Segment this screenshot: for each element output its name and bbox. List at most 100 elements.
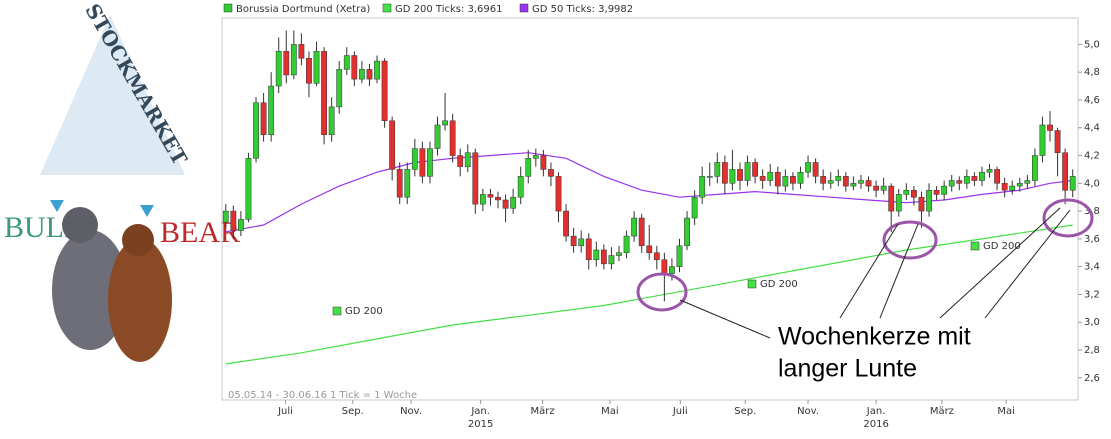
candle-body [381, 60, 388, 122]
candle-body [1016, 183, 1023, 187]
year-label: 2016 [863, 419, 888, 430]
candle-body [532, 155, 539, 159]
candle-body [956, 180, 963, 184]
highlight-circle [636, 272, 688, 312]
candle-body [563, 210, 569, 237]
logo-bull-head [62, 207, 98, 243]
candle-body [555, 176, 562, 212]
candle-body [827, 180, 834, 184]
candle-body [948, 180, 955, 187]
candle-body [842, 176, 849, 187]
y-tick-label: 4,6 [1084, 95, 1100, 106]
candle-body [222, 210, 229, 223]
logo-arrow [50, 200, 64, 212]
candle-body [464, 152, 471, 167]
logo-bear-body [108, 238, 172, 362]
candle-body [404, 169, 411, 198]
candle-body [971, 176, 978, 181]
candle-body [669, 266, 675, 274]
candle-body [880, 185, 887, 191]
candle-body [1039, 124, 1046, 156]
logo-bear-head [122, 224, 154, 256]
pointer-line [879, 223, 919, 319]
candle-body [926, 189, 932, 212]
x-tick-label: Juli [277, 406, 293, 417]
pointer-line [984, 209, 1071, 319]
candle-body [759, 176, 766, 181]
legend-swatch [223, 3, 233, 13]
candle-body [260, 102, 267, 135]
candle-body [646, 245, 653, 254]
highlight-circle [1042, 198, 1094, 238]
candle-body [298, 44, 305, 59]
candle-body [419, 148, 426, 177]
moving-average-line [225, 224, 1073, 365]
candle-body [434, 124, 441, 149]
y-tick-label: 2,8 [1084, 345, 1100, 356]
candle-body [336, 69, 343, 108]
candle-body [275, 51, 282, 87]
candle-body [358, 69, 365, 80]
candle-body [1069, 176, 1076, 191]
pointer-line [839, 223, 899, 319]
legend-label: Borussia Dortmund (Xetra) [236, 4, 370, 15]
candle-body [782, 176, 789, 187]
candle-body [918, 196, 925, 212]
candle-body [238, 219, 244, 231]
candle-body [631, 217, 638, 237]
candle-body [676, 245, 683, 267]
candle-body [374, 60, 380, 80]
y-tick-label: 4,0 [1084, 178, 1100, 189]
callouts [636, 198, 1094, 312]
candle-body [1001, 183, 1008, 191]
candle-body [600, 249, 607, 265]
y-tick-label: 4,4 [1084, 123, 1100, 134]
candle-body [623, 235, 630, 254]
candle-body [253, 102, 259, 159]
candle-body [1032, 155, 1038, 181]
candle-body [585, 238, 592, 260]
range-label: 05.05.14 - 30.06.16 [228, 390, 327, 401]
candle-body [1009, 185, 1016, 191]
y-tick-label: 5,0 [1084, 39, 1100, 50]
legend-label: GD 50 Ticks: 3,9982 [532, 4, 633, 15]
x-tick-label: März [930, 406, 954, 417]
line-label: GD 200 [983, 241, 1021, 252]
x-tick-label: Mai [601, 406, 619, 417]
candle-body [411, 148, 418, 170]
candle-body [638, 217, 645, 247]
candle-body [752, 162, 759, 177]
candle-body [442, 120, 448, 126]
logo: STOCKMARKET BULL BEAR [4, 0, 240, 362]
legend-label: GD 200 Ticks: 3,6961 [395, 4, 503, 15]
y-tick-label: 4,8 [1084, 67, 1100, 78]
candle-body [911, 189, 917, 198]
candle-body [457, 155, 464, 167]
legend-swatch [382, 3, 392, 13]
y-tick-label: 4,2 [1084, 151, 1100, 162]
candle-body [684, 217, 690, 247]
candle-body [873, 185, 879, 191]
moving-average-line [225, 152, 1073, 233]
tick-label-note: 1 Tick = 1 Woche [330, 390, 417, 401]
annotation: langer Lunte [778, 355, 917, 383]
candle-body [790, 176, 796, 184]
candle-body [396, 169, 403, 198]
x-tick-label: Mai [997, 406, 1015, 417]
y-tick-label: 3,6 [1084, 234, 1100, 245]
candle-body [290, 44, 297, 76]
x-tick-label: Nov. [400, 406, 422, 417]
candle-body [963, 176, 970, 184]
candle-body [1047, 124, 1053, 131]
candle-body [729, 169, 736, 184]
candle-body [797, 171, 804, 184]
candle-body [774, 171, 781, 187]
candle-body [245, 158, 252, 220]
candle-body [858, 180, 864, 184]
candle-body [986, 169, 993, 173]
pointer-line [679, 299, 771, 339]
candle-body [495, 196, 501, 201]
candle-body [313, 51, 320, 84]
candle-body [502, 199, 509, 209]
